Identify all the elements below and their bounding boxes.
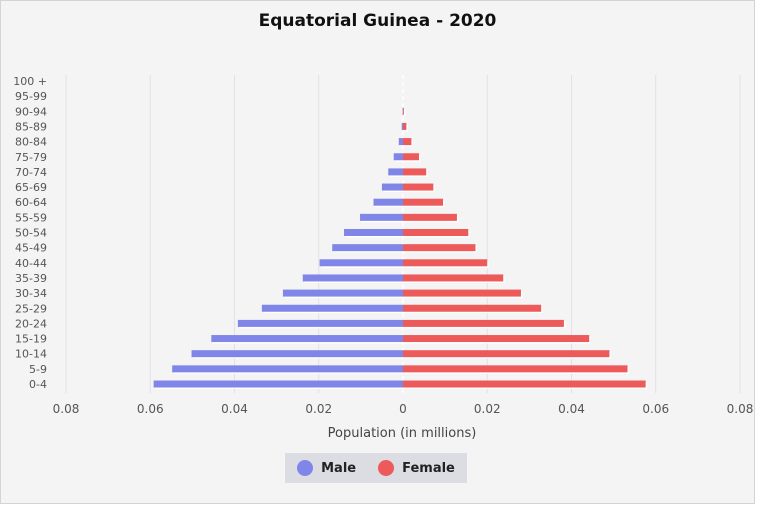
y-tick-label: 85-89 (15, 120, 47, 133)
female-bar[interactable] (403, 244, 476, 252)
y-tick-label: 80-84 (15, 136, 47, 149)
x-tick-label: 0.02 (474, 402, 501, 416)
y-tick-label: 20-24 (15, 317, 47, 330)
female-bar[interactable] (403, 335, 590, 343)
legend-item-male[interactable]: Male (297, 460, 356, 476)
female-bar[interactable] (403, 122, 407, 130)
legend-label-male: Male (321, 460, 357, 476)
y-tick-label: 50-54 (15, 227, 47, 240)
y-tick-label: 5-9 (29, 363, 47, 376)
y-tick-label: 30-34 (15, 287, 47, 300)
male-bar[interactable] (401, 122, 403, 130)
y-tick-label: 55-59 (15, 211, 47, 224)
male-bar[interactable] (388, 168, 403, 176)
x-tick-label: 0 (399, 402, 407, 416)
population-pyramid-chart: 0-4 5-9 10-14 15-19 20-24 25-29 30-34 35-39 40-4… (13, 75, 754, 441)
female-bar[interactable] (403, 229, 469, 236)
female-bar[interactable] (403, 289, 521, 297)
legend: Male Female (285, 453, 467, 483)
male-bar[interactable] (381, 183, 403, 191)
female-bar[interactable] (403, 380, 646, 388)
male-bar[interactable] (282, 289, 403, 297)
female-bar[interactable] (403, 319, 564, 327)
male-bar[interactable] (360, 213, 403, 221)
female-bar[interactable] (403, 107, 404, 115)
female-bar[interactable] (403, 153, 420, 161)
y-tick-label: 45-49 (15, 242, 47, 255)
female-bar[interactable] (403, 138, 412, 146)
y-tick-label: 90-94 (15, 105, 47, 118)
female-legend-marker (378, 460, 395, 476)
legend-label-female: Female (402, 460, 455, 476)
female-bar[interactable] (403, 213, 457, 221)
female-bar[interactable] (403, 274, 504, 282)
female-bar[interactable] (403, 168, 427, 176)
female-bar[interactable] (403, 259, 488, 267)
male-bar[interactable] (398, 138, 403, 146)
male-bar[interactable] (373, 198, 403, 206)
male-bar[interactable] (191, 350, 403, 358)
y-tick-label: 65-69 (15, 181, 47, 194)
y-tick-label: 15-19 (15, 333, 47, 346)
y-tick-label: 100 + (13, 75, 47, 88)
y-tick-label: 60-64 (15, 196, 47, 209)
y-tick-label: 95-99 (15, 90, 47, 103)
male-bar[interactable] (261, 304, 403, 312)
male-bar[interactable] (393, 153, 403, 161)
male-bar[interactable] (153, 380, 403, 388)
female-bar[interactable] (403, 183, 434, 191)
female-bar-shadow (404, 109, 406, 117)
x-tick-label: 0.04 (221, 402, 248, 416)
x-tick-label: 0.08 (727, 402, 754, 416)
y-tick-label: 35-39 (15, 272, 47, 285)
female-bar[interactable] (403, 198, 444, 206)
y-tick-label: 10-14 (15, 348, 47, 361)
x-tick-label: 0.08 (53, 402, 80, 416)
y-tick-label: 40-44 (15, 257, 47, 270)
male-bar[interactable] (237, 319, 403, 327)
legend-item-female[interactable]: Female (378, 460, 455, 476)
y-tick-label: 25-29 (15, 302, 47, 315)
bars (153, 107, 648, 389)
y-tick-label: 75-79 (15, 151, 47, 164)
male-bar[interactable] (302, 274, 403, 282)
x-tick-label: 0.04 (558, 402, 585, 416)
x-axis-labels: 0.08 0.06 0.04 0.02 0 0.02 0.04 0.06 0.08 (53, 402, 754, 416)
female-bar[interactable] (403, 304, 542, 312)
x-tick-label: 0.02 (305, 402, 332, 416)
y-tick-label: 70-74 (15, 166, 47, 179)
male-bar[interactable] (332, 244, 403, 252)
x-tick-label: 0.06 (642, 402, 669, 416)
x-axis-title: Population (in millions) (328, 426, 477, 441)
male-bar[interactable] (172, 365, 403, 373)
male-bar[interactable] (319, 259, 403, 267)
male-legend-marker (297, 460, 314, 476)
x-tick-label: 0.06 (137, 402, 164, 416)
female-bar[interactable] (403, 365, 628, 373)
male-bar[interactable] (211, 335, 403, 343)
chart-title: Equatorial Guinea - 2020 (258, 11, 497, 31)
y-tick-label: 0-4 (29, 378, 47, 391)
y-axis-labels: 0-4 5-9 10-14 15-19 20-24 25-29 30-34 35-39 40-4… (13, 75, 47, 391)
male-bar[interactable] (344, 229, 403, 236)
female-bar[interactable] (403, 350, 610, 358)
